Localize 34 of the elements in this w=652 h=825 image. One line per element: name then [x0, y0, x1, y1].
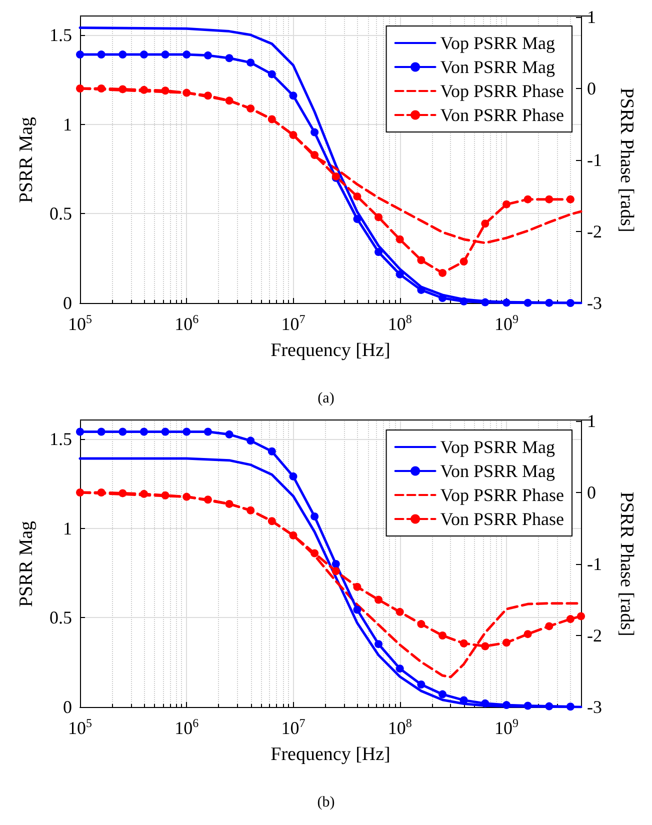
y2-tick-label: 0 [587, 78, 596, 98]
y-tick-label: 1.5 [50, 24, 72, 45]
y2-tick-label: -3 [587, 697, 602, 717]
y2-tick-label: -2 [587, 626, 602, 646]
text: (b) [317, 794, 335, 810]
legend-label: Vop PSRR Phase [440, 485, 564, 505]
y2-axis-title: PSRR Phase [rads] [616, 492, 637, 636]
legend-label: Von PSRR Phase [440, 509, 564, 529]
y2-tick-label: -3 [587, 293, 602, 313]
x-axis-title: Frequency [Hz] [270, 744, 390, 765]
y2-tick-label: -1 [587, 150, 602, 170]
y-tick-label: 1 [63, 114, 72, 134]
y-axis-title: PSRR Mag [16, 520, 37, 608]
y-tick-label: 0 [63, 293, 72, 313]
y-tick-label: 0.5 [50, 608, 72, 628]
legend-label: Von PSRR Phase [440, 105, 564, 125]
legend-label: Vop PSRR Mag [440, 33, 556, 53]
y2-tick-label: -2 [587, 222, 602, 242]
y-tick-label: 0.5 [50, 204, 72, 224]
y2-tick-label: -1 [587, 554, 602, 574]
y-tick-label: 1 [63, 518, 72, 538]
x-axis-title: Frequency [Hz] [270, 340, 390, 361]
y-tick-label: 1.5 [50, 428, 72, 449]
legend-label: Von PSRR Mag [440, 57, 556, 77]
legend-label: Von PSRR Mag [440, 461, 556, 481]
y2-tick-label: 1 [587, 411, 596, 431]
y-tick-label: 0 [63, 697, 72, 717]
legend-label: Vop PSRR Mag [440, 437, 556, 457]
y-axis-title: PSRR Mag [16, 116, 37, 204]
legend-label: Vop PSRR Phase [440, 81, 564, 101]
y2-tick-label: 1 [587, 7, 596, 27]
y2-tick-label: 0 [587, 482, 596, 502]
text: (a) [318, 390, 334, 406]
y2-axis-title: PSRR Phase [rads] [616, 88, 637, 232]
